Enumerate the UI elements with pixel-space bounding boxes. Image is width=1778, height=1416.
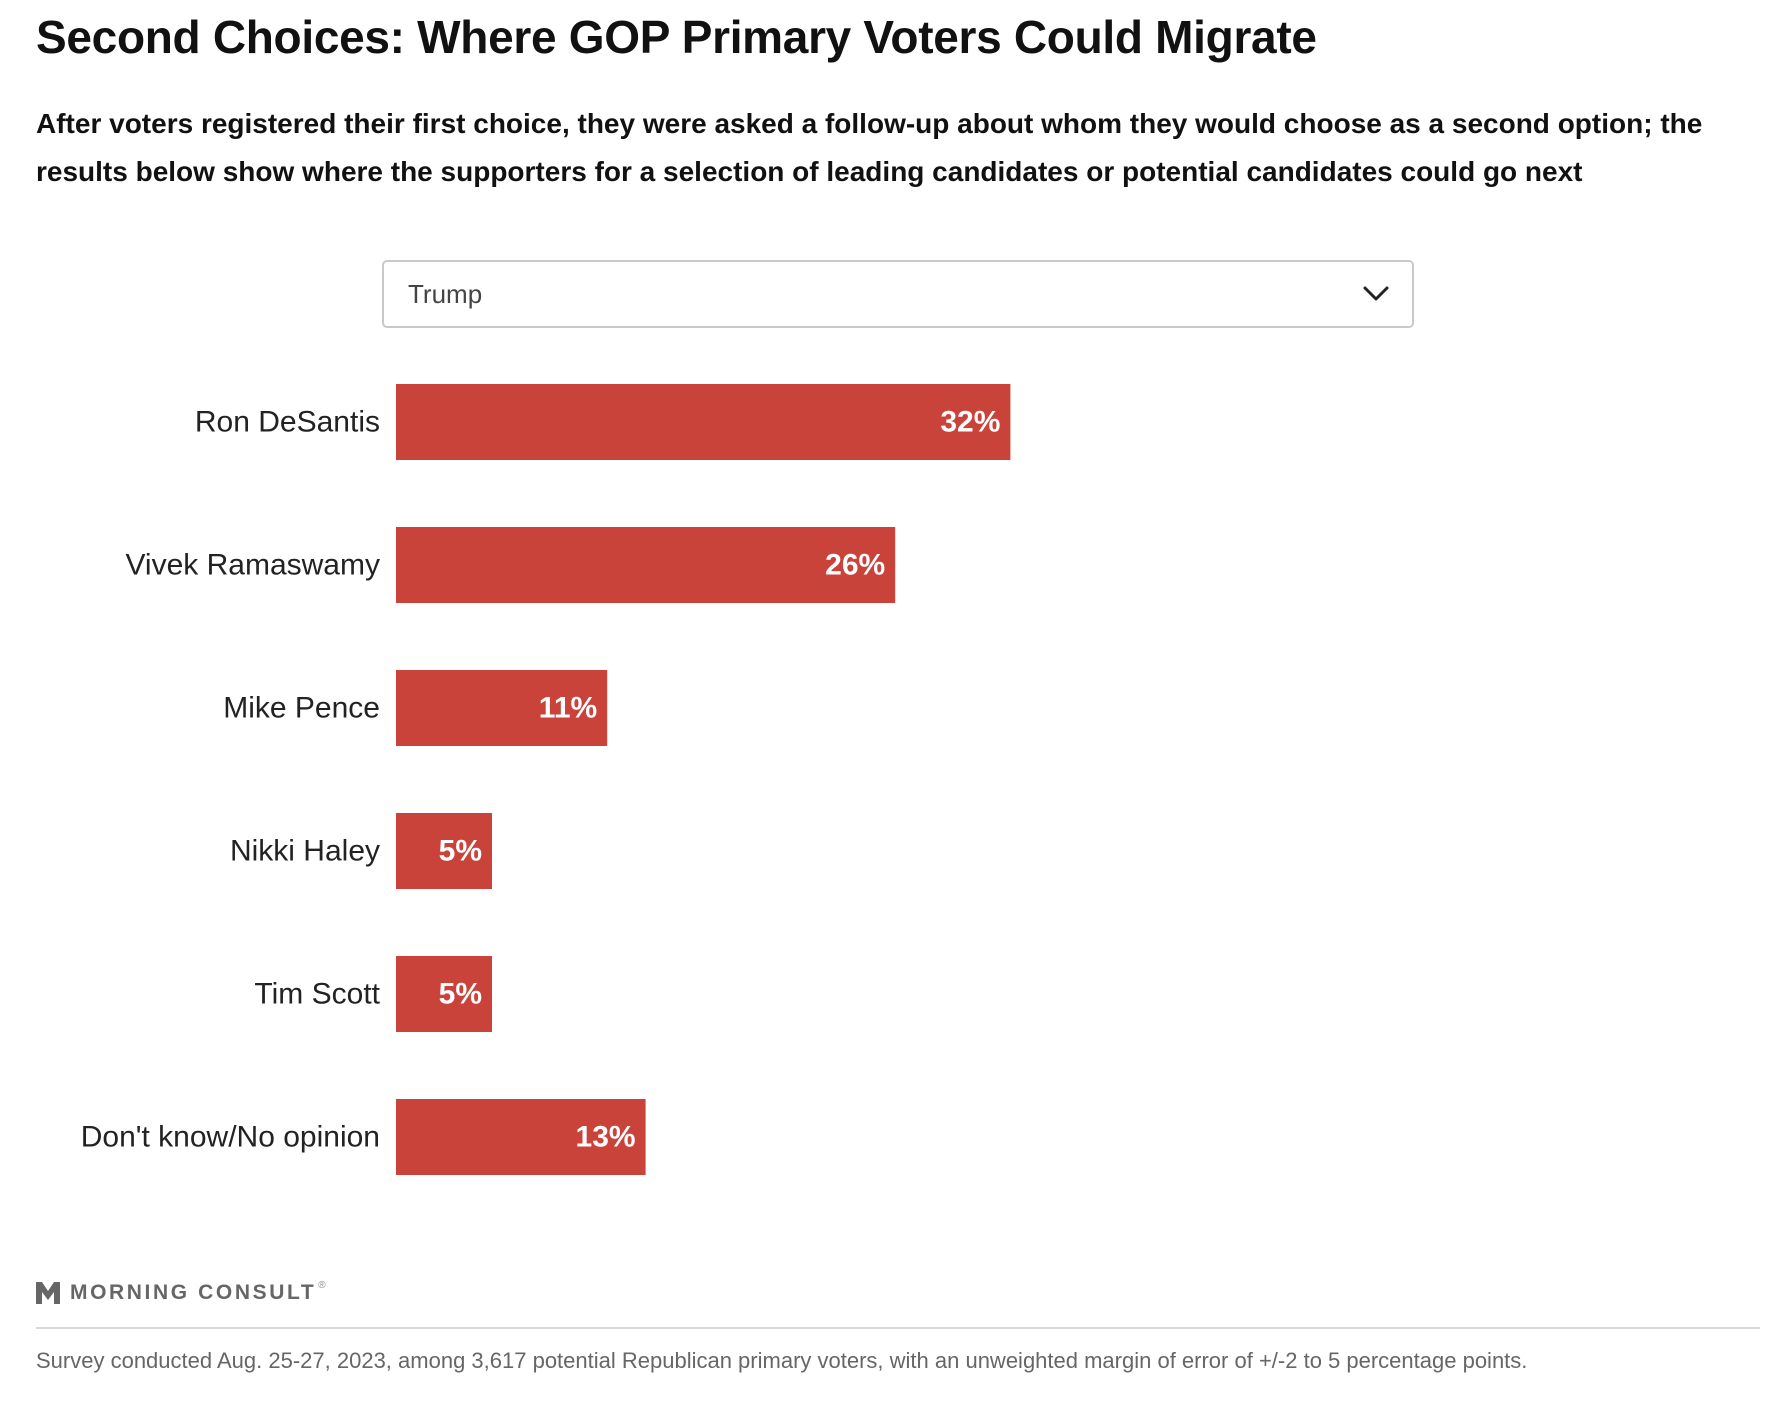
candidate-select-value: Trump (408, 278, 483, 309)
bar-value-label: 5% (439, 978, 482, 1011)
bar (396, 670, 608, 746)
bar-value-label: 13% (576, 1121, 636, 1154)
category-label: Vivek Ramaswamy (125, 549, 380, 582)
bar-value-label: 32% (940, 406, 1000, 439)
category-label: Don't know/No opinion (81, 1121, 380, 1154)
footer-divider (36, 1327, 1760, 1329)
candidate-select[interactable]: Trump (382, 260, 1414, 328)
brand-trademark: ® (318, 1280, 326, 1291)
bar (396, 813, 492, 889)
chevron-down-icon (1363, 286, 1389, 301)
brand-logo: MORNING CONSULT ® (36, 1278, 326, 1308)
category-label: Nikki Haley (230, 835, 380, 868)
category-label: Ron DeSantis (195, 406, 380, 439)
chart-subtitle: After voters registered their first choi… (36, 108, 1703, 187)
brand-name: MORNING CONSULT (70, 1281, 317, 1304)
bar (396, 527, 896, 603)
survey-footnote: Survey conducted Aug. 25-27, 2023, among… (36, 1348, 1528, 1373)
bar-value-label: 11% (539, 692, 597, 725)
bar (396, 956, 492, 1032)
category-label: Tim Scott (254, 978, 380, 1011)
bar (396, 384, 1011, 460)
category-label: Mike Pence (223, 692, 380, 725)
bar (396, 1099, 646, 1175)
bar-value-label: 5% (439, 835, 482, 868)
bar-value-label: 26% (825, 549, 885, 582)
chart-title: Second Choices: Where GOP Primary Voters… (36, 11, 1317, 63)
morning-consult-logo-icon (36, 1282, 60, 1304)
bar-chart: Ron DeSantis 32% Vivek Ramaswamy 26% Mike Pe… (81, 384, 1011, 1175)
